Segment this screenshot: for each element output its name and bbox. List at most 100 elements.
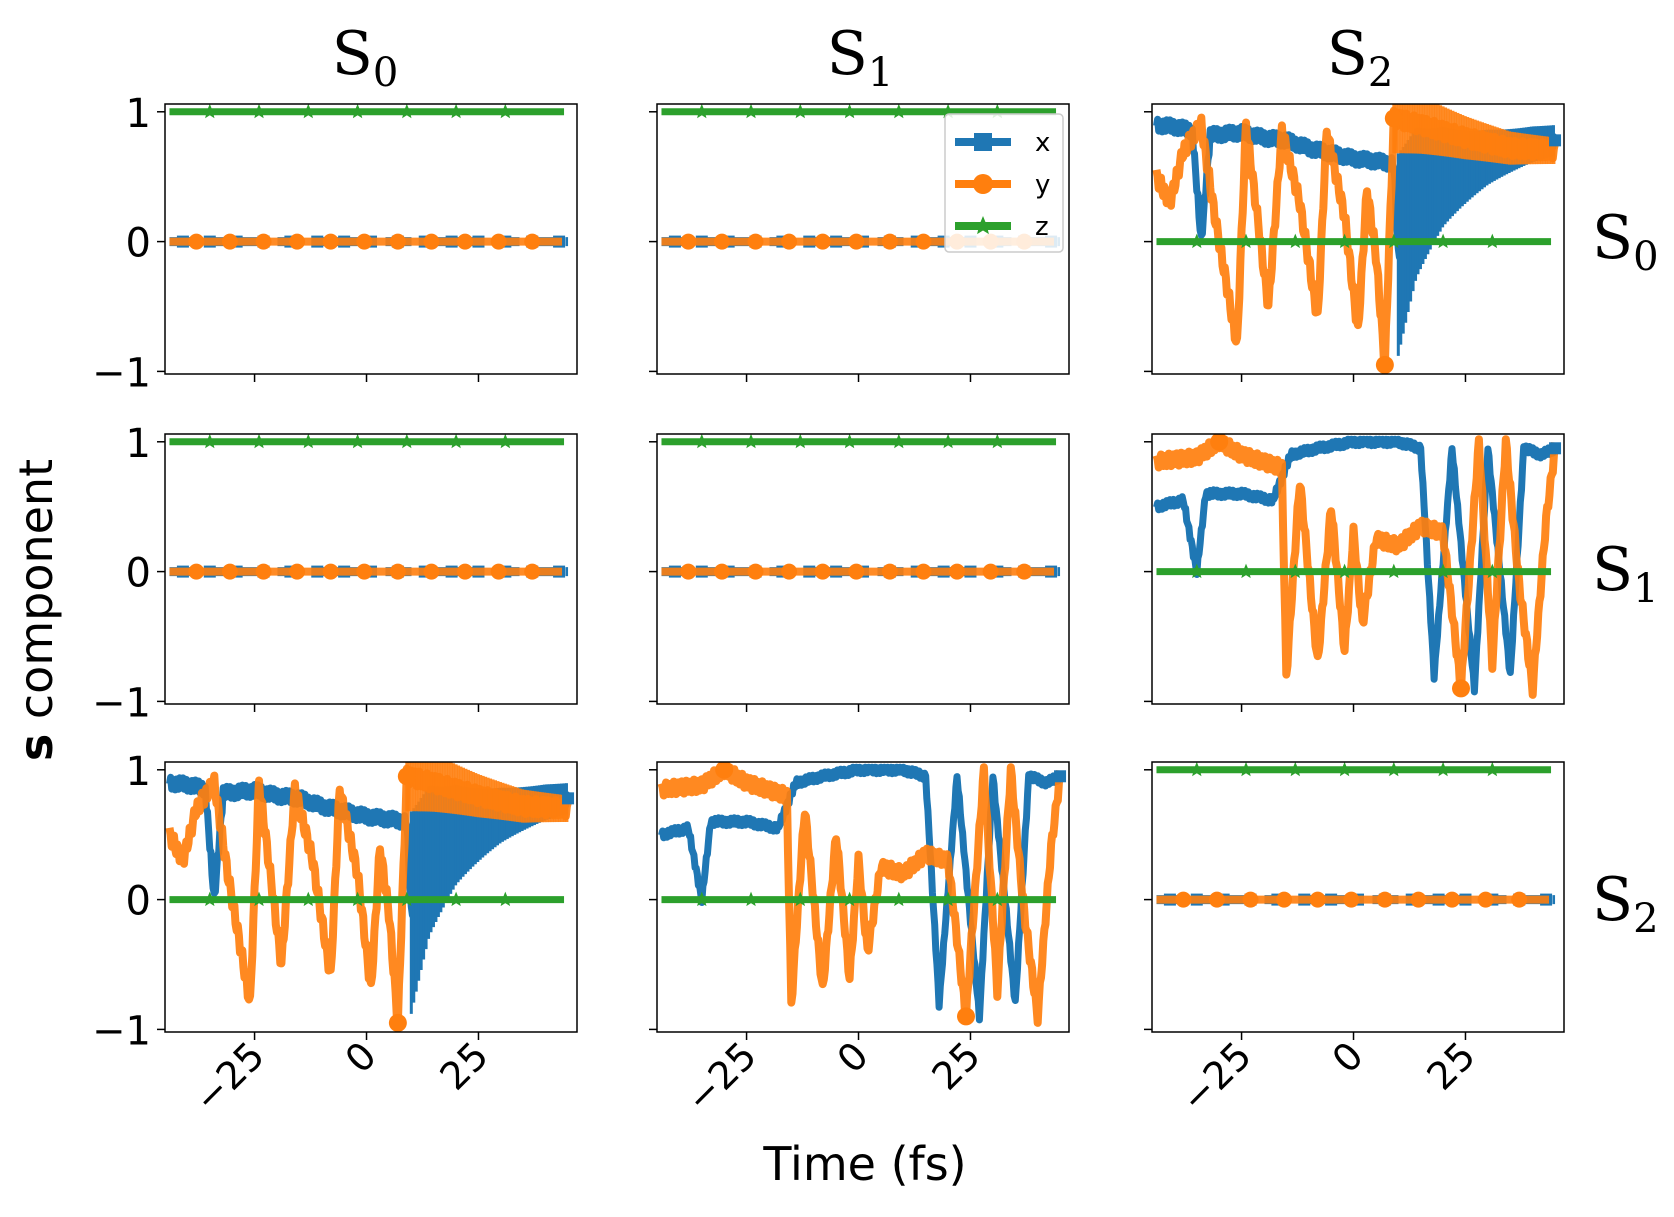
- column-title-1-sub: 1: [868, 50, 893, 96]
- panels: 1 0 −1 1 0 −1 1 0 −1 −25 0 25 −25 0 25 −25 0 25: [92, 91, 1565, 1121]
- series-z-marker: [1189, 233, 1205, 249]
- series-z-marker: [989, 434, 1005, 449]
- series-y-marker: [1210, 434, 1229, 451]
- column-title-2-base: S: [1327, 19, 1368, 89]
- series-z-marker: [792, 434, 808, 449]
- series-z-marker: [350, 104, 366, 119]
- series-z-marker: [694, 434, 710, 449]
- legend-entry-y: y: [955, 170, 1050, 200]
- series-y-marker: [1511, 891, 1528, 908]
- series-y-marker: [713, 233, 730, 250]
- series-y-marker: [397, 767, 416, 786]
- series-z-marker: [1287, 233, 1303, 249]
- series-y-marker: [781, 233, 798, 250]
- series-y-marker: [490, 563, 507, 580]
- plot-area: [1152, 104, 1562, 374]
- plot-area: [1156, 762, 1556, 908]
- series-y-marker: [1175, 891, 1192, 908]
- series-y-marker: [423, 233, 440, 250]
- series-y-marker: [747, 563, 764, 580]
- series-z-marker: [1287, 762, 1303, 777]
- series-y-marker: [881, 233, 898, 250]
- series-z-marker: [448, 104, 464, 119]
- y-axis-label: s component: [9, 459, 63, 761]
- series-z-marker: [300, 434, 316, 449]
- series-y-marker: [680, 563, 697, 580]
- series-z-marker: [497, 434, 513, 449]
- series-z-marker: [497, 891, 513, 907]
- series-y-marker: [188, 563, 205, 580]
- series-z-marker: [1337, 762, 1353, 777]
- row-title-1-base: S: [1592, 535, 1633, 605]
- legend: xyz: [944, 113, 1064, 253]
- x-tick-label: −25: [677, 1033, 765, 1121]
- series-z-marker: [251, 891, 267, 907]
- legend-entry-x: x: [955, 128, 1050, 158]
- panel-frame: [164, 103, 578, 375]
- x-tick-label: 0: [1324, 1033, 1372, 1081]
- panel-r0-c0: 1 0 −1: [92, 91, 578, 396]
- series-z-marker: [694, 891, 710, 907]
- series-y-marker: [915, 563, 932, 580]
- series-y-marker: [388, 1013, 407, 1032]
- series-y-marker: [949, 563, 966, 580]
- series-y-marker: [221, 233, 238, 250]
- legend-marker: [973, 216, 993, 235]
- series-y-marker: [848, 563, 865, 580]
- legend-label: x: [1035, 128, 1050, 158]
- series-z-marker: [891, 104, 907, 119]
- series-z-marker: [842, 434, 858, 449]
- series-z-marker: [743, 891, 759, 907]
- y-tick-label: 0: [126, 879, 151, 925]
- column-title-0-sub: 0: [373, 50, 398, 96]
- series-y-marker: [957, 1007, 975, 1026]
- series-x-marker: [1549, 442, 1562, 455]
- series-y-marker: [255, 233, 272, 250]
- series-y-marker: [524, 233, 541, 250]
- column-title-1-base: S: [827, 19, 868, 89]
- series-z-marker: [891, 434, 907, 449]
- series-y-marker: [457, 563, 474, 580]
- series-z-marker: [1484, 563, 1500, 579]
- series-z-marker: [743, 104, 759, 119]
- series-y-marker: [747, 233, 764, 250]
- column-title-0-base: S: [332, 19, 373, 89]
- series-z-marker: [940, 104, 956, 119]
- panel-frame: [1151, 761, 1565, 1033]
- legend-label: z: [1035, 212, 1049, 242]
- panel-r1-c2: [1144, 433, 1565, 712]
- row-title-0-base: S: [1592, 203, 1633, 273]
- panel-frame: [164, 761, 578, 1033]
- y-tick-label: 1: [126, 421, 151, 467]
- series-z-marker: [497, 104, 513, 119]
- series-z-marker: [891, 891, 907, 907]
- series-z-marker: [251, 104, 267, 119]
- series-y-marker: [1477, 891, 1494, 908]
- series-y-marker: [490, 233, 507, 250]
- series-z-marker: [989, 104, 1005, 119]
- series-x-marker: [1054, 770, 1067, 783]
- series-y-marker: [1276, 891, 1293, 908]
- x-tick-label: 25: [924, 1033, 989, 1098]
- series-z-marker: [1238, 233, 1254, 249]
- series-y-marker: [356, 563, 373, 580]
- series-y-marker: [814, 563, 831, 580]
- y-tick-label: 0: [126, 551, 151, 597]
- y-axis-label-bold: s: [9, 734, 63, 761]
- series-y-marker: [680, 233, 697, 250]
- series-y-marker: [188, 233, 205, 250]
- series-y-marker: [289, 233, 306, 250]
- series-y-marker: [423, 563, 440, 580]
- plot-area: [169, 104, 569, 250]
- series-y-marker: [289, 563, 306, 580]
- series-x-line: [1153, 435, 1558, 696]
- series-z-marker: [1189, 762, 1205, 777]
- panel-frame: [656, 103, 1070, 375]
- series-z-marker: [989, 891, 1005, 907]
- plot-area: [661, 434, 1061, 580]
- series-z-marker: [350, 891, 366, 907]
- series-z-marker: [1287, 563, 1303, 579]
- x-axis-label: Time (fs): [762, 1137, 966, 1191]
- row-title-0: S0: [1592, 203, 1659, 280]
